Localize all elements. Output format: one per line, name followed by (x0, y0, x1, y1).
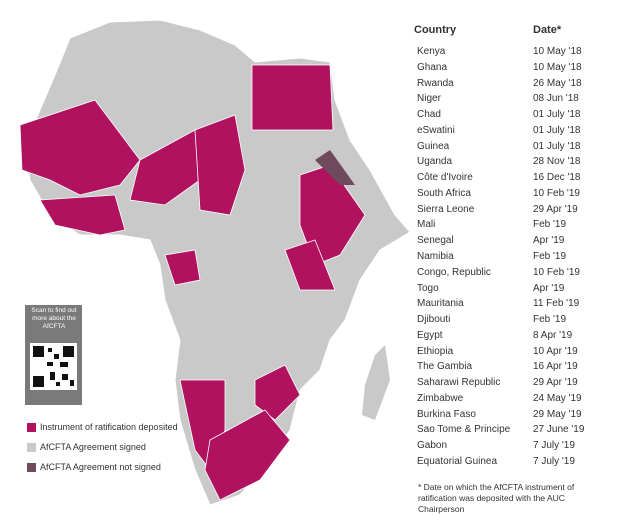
date: 10 Feb '19 (533, 266, 580, 278)
qr-pattern (33, 346, 74, 387)
qr-text: Scan to find out more about the AfCFTA (31, 307, 77, 330)
country: Sao Tome & Principe (417, 424, 511, 436)
country: Equatorial Guinea (417, 456, 498, 468)
legend-swatch (27, 423, 36, 432)
country: Congo, Republic (417, 266, 491, 278)
date: 10 May '18 (533, 46, 582, 57)
country: Kenya (417, 46, 446, 57)
date: 29 May '19 (533, 408, 582, 420)
country: Burkina Faso (417, 408, 476, 420)
country: Namibia (417, 251, 454, 262)
ratified-regions (19, 64, 366, 501)
date: 16 Apr '19 (533, 361, 578, 373)
date: Feb '19 (533, 314, 567, 326)
date: 7 July '19 (533, 456, 575, 468)
africa-map (19, 19, 410, 506)
date: Apr '19 (533, 235, 565, 247)
country: Uganda (417, 156, 453, 168)
column-header: Date* (533, 24, 562, 36)
legend-label: AfCFTA Agreement not signed (40, 462, 161, 472)
country: Mali (417, 219, 436, 231)
madagascar (362, 345, 390, 420)
date: Apr '19 (533, 282, 565, 294)
country: Zimbabwe (417, 392, 464, 404)
country: Ghana (417, 61, 448, 73)
date: 28 Nov '18 (533, 156, 581, 168)
country: Guinea (417, 140, 450, 152)
country: Niger (417, 93, 441, 105)
date: 29 Apr '19 (533, 377, 578, 389)
date: 29 Apr '19 (533, 203, 578, 215)
date: 01 July '18 (533, 124, 581, 136)
date: 11 Feb '19 (533, 298, 580, 310)
country: The Gambia (417, 361, 473, 373)
country: Côte d'Ivoire (417, 172, 473, 184)
date: 24 May '19 (533, 392, 582, 404)
date: 10 Apr '19 (533, 345, 578, 357)
date: 01 July '18 (533, 109, 581, 121)
country: Egypt (417, 329, 443, 341)
country: Djibouti (417, 314, 451, 326)
country: eSwatini (417, 124, 455, 136)
country: Sierra Leone (417, 203, 475, 215)
date: 27 June '19 (533, 424, 585, 436)
legend-swatch (27, 443, 36, 452)
country: Ethiopia (417, 345, 454, 357)
date: 01 July '18 (533, 140, 581, 152)
date: 8 Apr '19 (533, 329, 573, 341)
date: Feb '19 (533, 219, 567, 231)
date: 26 May '18 (533, 77, 582, 89)
footnote: * Date on which the AfCFTA instrument of… (418, 482, 575, 514)
date: 08 Jun '18 (533, 93, 579, 105)
country: Togo (417, 282, 439, 294)
eritrea (315, 150, 355, 185)
date: 16 Dec '18 (533, 172, 581, 184)
country: Chad (417, 109, 441, 121)
column-header: Country (414, 24, 457, 36)
date: 10 Feb '19 (533, 187, 580, 199)
country: Gabon (417, 440, 448, 452)
country: Saharawi Republic (417, 377, 501, 389)
date: Feb '19 (533, 251, 567, 262)
date: 7 July '19 (533, 440, 575, 452)
legend-label: AfCFTA Agreement signed (40, 442, 146, 452)
date: 10 May '18 (533, 61, 582, 73)
country: Senegal (417, 235, 454, 247)
legend-label: Instrument of ratification deposited (40, 422, 178, 432)
legend-swatch (27, 463, 36, 472)
country: Mauritania (417, 298, 464, 310)
country: South Africa (417, 187, 471, 199)
country: Rwanda (417, 77, 454, 89)
